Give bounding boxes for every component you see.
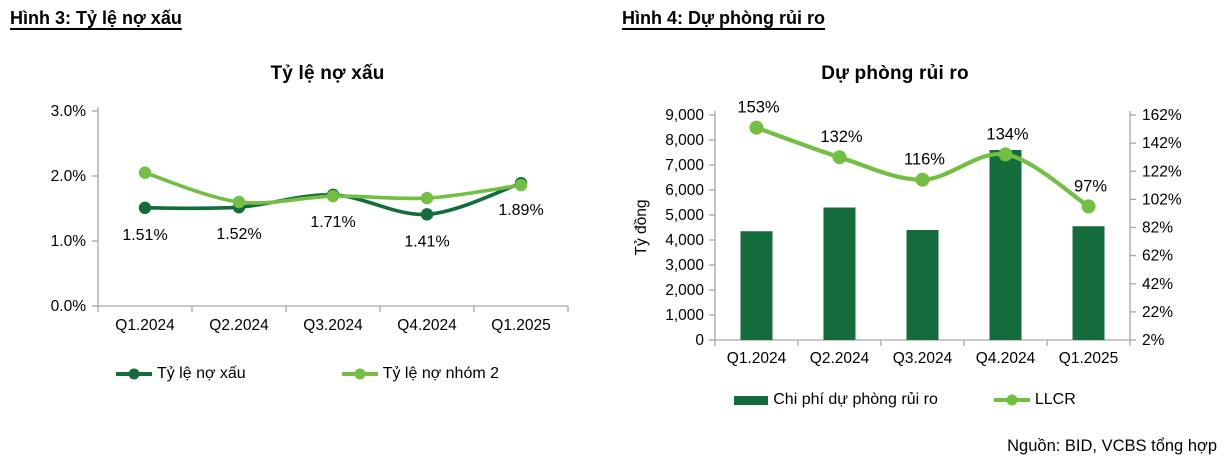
npl-ratio-line-chart: 0.0% 1.0% 2.0% 3.0% Q1.2024 Q2.2024 Q3.2024 Q4.…	[51, 103, 569, 334]
svg-text:Q2.2024: Q2.2024	[209, 317, 269, 334]
svg-text:82%: 82%	[1142, 220, 1173, 237]
svg-text:3,000: 3,000	[665, 257, 704, 274]
legend-item-group2-ratio: Tỷ lệ nợ nhóm 2	[341, 365, 500, 383]
svg-text:8,000: 8,000	[665, 132, 704, 149]
svg-text:Q1.2024: Q1.2024	[727, 350, 787, 367]
svg-text:Q1.2024: Q1.2024	[115, 317, 175, 334]
svg-text:1.41%: 1.41%	[404, 233, 449, 250]
risk-provision-figure: Dự phòng rủi ro 0 1,000 2,000 3,000 4,000 5,0…	[630, 55, 1220, 409]
svg-text:102%: 102%	[1142, 191, 1182, 208]
npl-chart-legend: Tỷ lệ nợ xấu Tỷ lệ nợ nhóm 2	[20, 365, 595, 383]
svg-text:116%: 116%	[904, 151, 945, 169]
legend-label-group2-ratio: Tỷ lệ nợ nhóm 2	[382, 365, 500, 382]
svg-text:Q1.2025: Q1.2025	[1059, 350, 1118, 367]
svg-text:2,000: 2,000	[665, 282, 704, 299]
svg-text:142%: 142%	[1142, 135, 1182, 152]
svg-text:1.71%: 1.71%	[310, 214, 355, 231]
svg-text:134%: 134%	[986, 125, 1029, 143]
svg-text:132%: 132%	[820, 128, 863, 146]
svg-text:162%: 162%	[1142, 107, 1182, 124]
legend-item-npl-ratio: Tỷ lệ nợ xấu	[115, 365, 246, 383]
llcr-line-swatch-icon	[993, 394, 1030, 406]
svg-text:1.0%: 1.0%	[51, 233, 87, 250]
svg-text:2.0%: 2.0%	[51, 168, 87, 185]
svg-text:3.0%: 3.0%	[51, 103, 87, 120]
legend-label-llcr: LLCR	[1034, 391, 1076, 408]
provision-cost-bar-swatch-icon	[734, 395, 769, 405]
svg-text:2%: 2%	[1142, 332, 1165, 349]
npl-ratio-figure: Tỷ lệ nợ xấu 0.0% 1.0% 2.0% 3.0% Q1.2024 Q2.2…	[20, 55, 595, 383]
legend-label-provision-cost: Chi phí dự phòng rủi ro	[773, 391, 938, 408]
svg-text:1.52%: 1.52%	[216, 226, 261, 243]
figure3-heading: Hình 3: Tỷ lệ nợ xấu	[10, 8, 182, 28]
provision-chart-title: Dự phòng rủi ro	[821, 63, 969, 84]
group2-ratio-line-swatch-icon	[341, 368, 378, 380]
legend-item-provision-cost: Chi phí dự phòng rủi ro	[734, 391, 938, 409]
svg-text:0: 0	[695, 332, 704, 349]
svg-text:1,000: 1,000	[665, 307, 704, 324]
svg-text:9,000: 9,000	[665, 107, 704, 124]
svg-text:Q3.2024: Q3.2024	[893, 350, 953, 367]
svg-text:Q3.2024: Q3.2024	[303, 317, 363, 334]
svg-text:153%: 153%	[737, 99, 780, 117]
svg-text:Tỷ đồng: Tỷ đồng	[633, 199, 650, 255]
svg-text:1.89%: 1.89%	[498, 202, 543, 219]
npl-chart-title: Tỷ lệ nợ xấu	[270, 63, 385, 84]
svg-text:Q1.2025: Q1.2025	[491, 317, 550, 334]
svg-text:1.51%: 1.51%	[122, 227, 167, 244]
svg-text:0.0%: 0.0%	[51, 298, 87, 315]
svg-text:122%: 122%	[1142, 163, 1182, 180]
svg-text:97%: 97%	[1074, 177, 1107, 195]
figure4-heading: Hình 4: Dự phòng rủi ro	[622, 8, 826, 28]
svg-text:62%: 62%	[1142, 248, 1173, 265]
svg-text:7,000: 7,000	[665, 157, 704, 174]
source-note: Nguồn: BID, VCBS tổng hợp	[1007, 437, 1217, 455]
npl-ratio-line-swatch-icon	[115, 368, 152, 380]
risk-provision-combo-chart: 0 1,000 2,000 3,000 4,000 5,000 6,000 7,000 8,00…	[633, 99, 1182, 367]
svg-text:22%: 22%	[1142, 304, 1173, 321]
svg-text:6,000: 6,000	[665, 182, 704, 199]
svg-text:Q4.2024: Q4.2024	[976, 350, 1036, 367]
legend-label-npl-ratio: Tỷ lệ nợ xấu	[156, 365, 246, 382]
svg-text:42%: 42%	[1142, 276, 1173, 293]
svg-text:Q2.2024: Q2.2024	[810, 350, 870, 367]
svg-text:5,000: 5,000	[665, 207, 704, 224]
legend-item-llcr: LLCR	[993, 391, 1076, 409]
svg-text:4,000: 4,000	[665, 232, 704, 249]
svg-text:Q4.2024: Q4.2024	[397, 317, 457, 334]
provision-chart-legend: Chi phí dự phòng rủi ro LLCR	[630, 391, 1220, 409]
